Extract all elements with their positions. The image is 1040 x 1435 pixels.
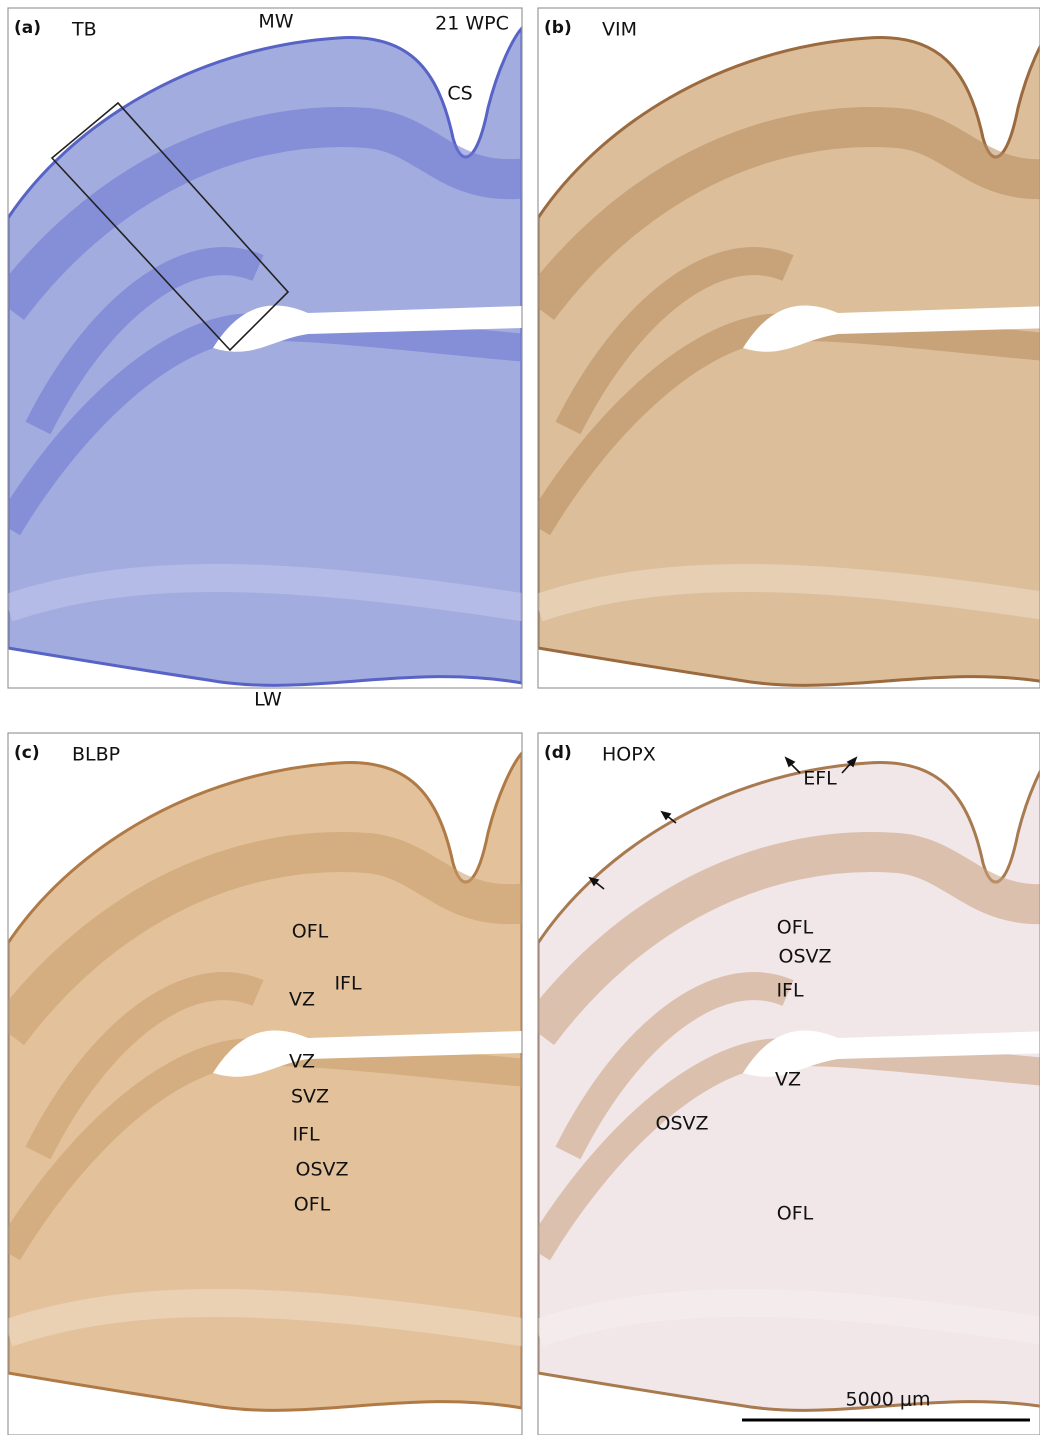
region-label: OFL [777,917,814,939]
panel-label: (c) [14,743,40,763]
stain-label: TB [71,19,97,41]
scale-bar-label: 5000 μm [846,1389,931,1411]
panel: (a) TB MW 21 WPC CS LW [8,8,528,711]
region-label: OSVZ [295,1159,348,1181]
region-label: IFL [334,973,362,995]
panel-label: (d) [544,743,572,763]
region-label: IFL [776,980,804,1002]
panel: (c) BLBP OFL IFL VZ VZ SVZ IFL OSVZ OFL [8,733,528,1435]
region-label: IFL [292,1124,320,1146]
region-label: OSVZ [655,1113,708,1135]
panels: (a) TB MW 21 WPC CS LW (b) VIM (c) BLBP OFL IFL VZ VZ… [8,8,1040,1435]
panel-label: (a) [14,18,41,38]
tissue-image [8,8,528,688]
tissue-image [538,8,1040,688]
region-label: CS [447,83,472,105]
panel: (b) VIM [538,8,1040,688]
stain-label: BLBP [72,744,120,766]
stain-label: HOPX [602,744,656,766]
region-label: OFL [777,1203,814,1225]
panel: (d) HOPX EFL OFL OSVZ IFL VZ OSVZ OFL [538,733,1040,1435]
region-label: MW [258,11,293,33]
region-label: OSVZ [778,946,831,968]
figure: (a) TB MW 21 WPC CS LW (b) VIM (c) BLBP OFL IFL VZ VZ… [0,0,1040,1435]
panel-label: (b) [544,18,572,38]
region-label: VZ [775,1069,801,1091]
region-label: VZ [289,989,315,1011]
region-label: EFL [803,768,837,790]
region-label: 21 WPC [435,13,509,35]
region-label: OFL [294,1194,331,1216]
region-label: LW [254,689,282,711]
region-label: SVZ [291,1086,329,1108]
tissue-image [8,733,528,1435]
region-label: VZ [289,1051,315,1073]
region-label: OFL [292,921,329,943]
stain-label: VIM [602,19,637,41]
